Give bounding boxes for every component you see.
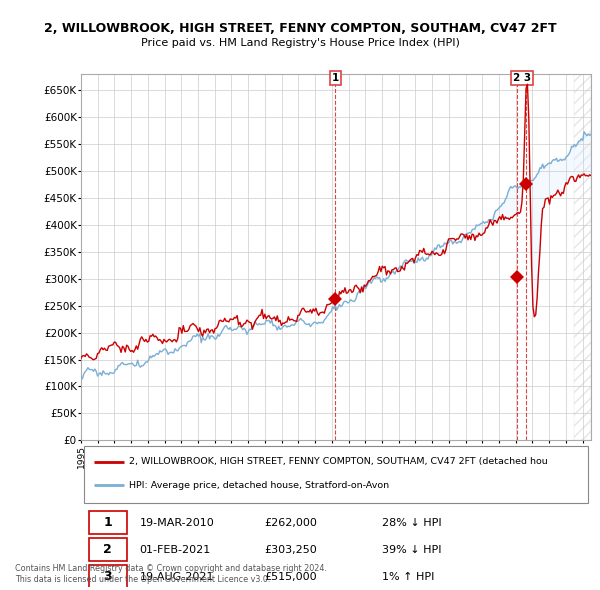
Text: 1: 1: [103, 516, 112, 529]
FancyBboxPatch shape: [89, 565, 127, 588]
Text: 3: 3: [103, 571, 112, 584]
FancyBboxPatch shape: [89, 538, 127, 561]
Text: £303,250: £303,250: [265, 545, 317, 555]
FancyBboxPatch shape: [83, 446, 589, 503]
Text: 19-AUG-2021: 19-AUG-2021: [140, 572, 214, 582]
Text: Price paid vs. HM Land Registry's House Price Index (HPI): Price paid vs. HM Land Registry's House …: [140, 38, 460, 48]
Text: 39% ↓ HPI: 39% ↓ HPI: [382, 545, 442, 555]
Text: Contains HM Land Registry data © Crown copyright and database right 2024.: Contains HM Land Registry data © Crown c…: [15, 565, 327, 573]
Text: 2: 2: [103, 543, 112, 556]
Text: £262,000: £262,000: [265, 517, 317, 527]
FancyBboxPatch shape: [89, 511, 127, 534]
Text: 28% ↓ HPI: 28% ↓ HPI: [382, 517, 442, 527]
Text: 19-MAR-2010: 19-MAR-2010: [140, 517, 214, 527]
Text: HPI: Average price, detached house, Stratford-on-Avon: HPI: Average price, detached house, Stra…: [130, 481, 389, 490]
Text: 2, WILLOWBROOK, HIGH STREET, FENNY COMPTON, SOUTHAM, CV47 2FT: 2, WILLOWBROOK, HIGH STREET, FENNY COMPT…: [44, 22, 556, 35]
Text: 01-FEB-2021: 01-FEB-2021: [140, 545, 211, 555]
Text: 2, WILLOWBROOK, HIGH STREET, FENNY COMPTON, SOUTHAM, CV47 2FT (detached hou: 2, WILLOWBROOK, HIGH STREET, FENNY COMPT…: [130, 457, 548, 466]
Text: This data is licensed under the Open Government Licence v3.0.: This data is licensed under the Open Gov…: [15, 575, 271, 584]
Text: £515,000: £515,000: [265, 572, 317, 582]
Text: 1% ↑ HPI: 1% ↑ HPI: [382, 572, 434, 582]
Text: 2 3: 2 3: [512, 73, 531, 83]
Text: 1: 1: [332, 73, 339, 83]
